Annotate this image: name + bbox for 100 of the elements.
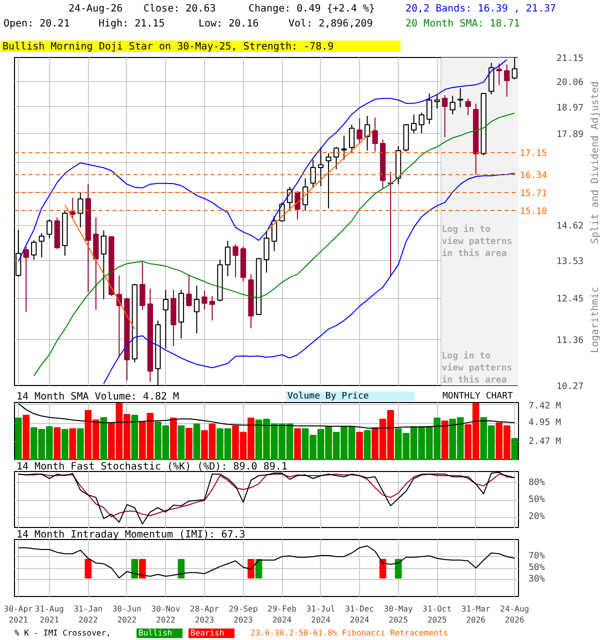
candlestick	[364, 115, 370, 152]
y-tick-label: 80%	[528, 478, 546, 488]
line-series	[18, 545, 516, 578]
candlestick	[426, 92, 432, 124]
y-tick-label: 50%	[528, 563, 546, 573]
bar	[364, 430, 371, 460]
bar	[294, 428, 301, 460]
candlestick	[465, 98, 471, 116]
x-tick-label: 24-Aug 2026	[500, 604, 530, 624]
candlestick	[38, 232, 44, 258]
x-tick-label: 30-May 2025	[384, 604, 413, 624]
text: Bullish	[138, 628, 172, 638]
y-tick-label: 12.45	[556, 294, 584, 305]
y-tick-label: 4.95 M	[528, 418, 562, 428]
y-tick-label: 2.47 M	[528, 436, 562, 447]
text: Logarithmic	[590, 286, 600, 354]
candlestick	[140, 262, 146, 310]
legend-title: % K - IMI Crossover,	[14, 628, 111, 638]
line-series	[33, 112, 516, 376]
candlestick	[202, 290, 208, 310]
y-tick-label: 10.27	[556, 382, 584, 392]
candlestick	[70, 197, 76, 219]
y-tick-label: 21.15	[556, 54, 584, 64]
text: Change: 0.49 {+2.4 %}	[248, 4, 375, 14]
y-tick-label: 70%	[528, 552, 546, 562]
annotation: Log in to view patterns in this area	[442, 224, 512, 260]
bar	[100, 417, 108, 460]
candlestick	[162, 289, 169, 350]
text: Vol: 2,896,209	[288, 18, 373, 30]
line-series	[18, 472, 516, 524]
candlestick	[232, 244, 238, 278]
candlestick	[264, 230, 270, 274]
x-tick-label: 31-Aug 2021	[34, 604, 64, 624]
y-tick-label: 11.36	[556, 336, 584, 346]
candlestick	[434, 94, 440, 110]
x-tick-label: 29-Feb 2024	[268, 604, 297, 624]
line-series	[103, 172, 516, 384]
text: MONTHLY CHART	[442, 392, 514, 402]
x-tick-label: 31-Jan 2022	[74, 604, 103, 624]
bar	[178, 425, 185, 460]
bar	[54, 427, 61, 460]
candlestick	[271, 215, 278, 252]
candlestick	[310, 159, 316, 189]
x-tick-label: 31-Mar 2026	[461, 604, 490, 624]
candlestick	[31, 240, 37, 260]
text: Low: 20.16	[198, 18, 259, 30]
ref-line-label: 15.10	[520, 206, 547, 217]
text: 20,2 Bands: 16.39 , 21.37	[406, 4, 556, 14]
candlestick	[496, 63, 502, 86]
candlestick	[326, 152, 332, 209]
candlestick	[224, 240, 231, 277]
candlestick	[418, 112, 424, 134]
ref-line-label: 15.71	[520, 189, 547, 200]
y-axis-title: Split and Dividend Adjusted	[590, 81, 600, 244]
chart-title: 14 Month SMA Volume: 4.82 M	[16, 392, 180, 402]
y-tick-label: 13.53	[556, 256, 584, 267]
x-tick-label: 31-Oct 2025	[422, 604, 452, 624]
candlestick	[333, 146, 340, 170]
y-tick-label: 50%	[528, 495, 546, 505]
x-tick-label: 31-Dec 2024	[345, 604, 374, 624]
text: Open: 20.21	[4, 18, 70, 30]
chart-title: 14 Month Fast Stochastic (%K) (%D): 89.0 89.1	[16, 462, 288, 472]
candlestick	[186, 274, 192, 308]
text: High: 21.15	[98, 18, 165, 30]
text: 23.6-38.2-50-61.8% Fibonacci Retracements	[250, 628, 448, 638]
y-tick-label: 7.42 M	[528, 402, 562, 412]
ref-line-label: 16.34	[520, 171, 547, 182]
candlestick	[100, 230, 106, 300]
text: 24-Aug-26	[68, 4, 123, 14]
bar	[186, 428, 192, 460]
candlestick	[46, 219, 52, 239]
x-tick-label: 30-Apr 2021	[4, 604, 34, 624]
candlestick	[356, 118, 362, 144]
candlestick	[194, 285, 200, 334]
bar	[61, 429, 68, 460]
candlestick	[488, 62, 494, 95]
candlestick	[372, 117, 378, 152]
x-tick-label: 30-Jun 2022	[112, 604, 142, 624]
bar	[441, 420, 448, 460]
text: Bearish	[190, 628, 224, 638]
text: Volume By Price	[288, 392, 369, 402]
bar	[131, 414, 138, 460]
text: 20 Month SMA: 18.71	[406, 18, 520, 30]
candlestick	[23, 246, 29, 312]
candlestick	[341, 135, 347, 160]
candlestick	[410, 114, 417, 134]
bar	[356, 432, 363, 460]
candlestick	[78, 192, 84, 228]
x-tick-label: 31-Jul 2024	[306, 604, 336, 624]
bar	[170, 418, 177, 460]
y-tick-label: 30%	[528, 574, 546, 584]
candlestick	[450, 95, 456, 115]
candlestick	[504, 64, 510, 98]
y-tick-label: 20.06	[556, 78, 584, 88]
bar	[77, 428, 84, 460]
bar	[511, 438, 518, 460]
bar	[22, 414, 30, 460]
y-tick-label: 20%	[528, 512, 546, 522]
x-tick-label: 28-Apr 2023	[190, 604, 220, 624]
x-tick-label: 30-Nov 2022	[151, 604, 180, 624]
